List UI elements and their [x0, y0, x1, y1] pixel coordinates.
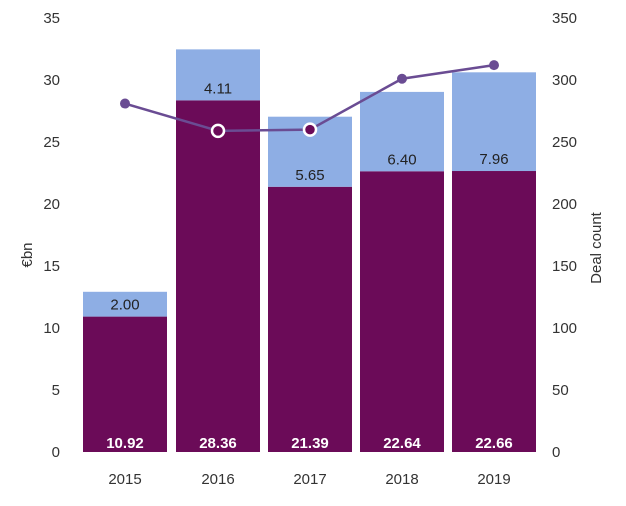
- bar-lower-data-label: 22.64: [383, 435, 421, 452]
- bar-upper-data-label: 4.11: [204, 80, 232, 97]
- right-axis-title: Deal count: [588, 211, 605, 284]
- bar-upper-data-label: 6.40: [387, 151, 416, 168]
- deal-count-point: [302, 122, 318, 137]
- bar-upper-data-label: 2.00: [110, 297, 139, 314]
- x-tick-label: 2015: [108, 471, 141, 488]
- bar-lower-data-label: 28.36: [199, 435, 237, 452]
- bar-lower-segment: [83, 316, 167, 452]
- right-tick-label: 300: [552, 72, 577, 89]
- x-axis-ticks: 2015 2016 2017 2018 2019: [108, 471, 510, 488]
- right-tick-label: 250: [552, 134, 577, 151]
- right-tick-label: 200: [552, 196, 577, 213]
- bar-lower-data-label: 22.66: [475, 435, 513, 452]
- deal-count-point: [120, 98, 130, 109]
- bar-lower-segment: [268, 186, 352, 453]
- x-tick-label: 2019: [477, 471, 510, 488]
- deal-count-point: [489, 60, 499, 71]
- left-tick-label: 5: [52, 382, 60, 399]
- x-tick-label: 2018: [385, 471, 418, 488]
- left-tick-label: 25: [43, 134, 60, 151]
- left-axis-title: €bn: [19, 242, 36, 267]
- left-tick-label: 30: [43, 72, 60, 89]
- right-tick-label: 0: [552, 444, 560, 461]
- deal-count-point: [210, 123, 226, 139]
- bar-lower-data-label: 10.92: [106, 435, 144, 452]
- bar-upper-data-label: 5.65: [295, 167, 324, 184]
- right-tick-label: 50: [552, 382, 569, 399]
- x-tick-label: 2016: [201, 471, 234, 488]
- right-axis-ticks: 0 50 100 150 200 250 300 350: [552, 10, 577, 461]
- left-tick-label: 20: [43, 196, 60, 213]
- deal-count-line-group: [120, 60, 499, 139]
- bar-lower-segment: [360, 171, 444, 453]
- left-tick-label: 0: [52, 444, 60, 461]
- right-tick-label: 100: [552, 320, 577, 337]
- x-tick-label: 2017: [293, 471, 326, 488]
- bar-lower-segment: [176, 100, 260, 452]
- bar-upper-segment: [360, 91, 444, 172]
- bar-upper-segment: [452, 72, 536, 172]
- right-tick-label: 150: [552, 258, 577, 275]
- bar-group: 2.00 10.92 4.11 28.36 5.65 21.39 6.40 22.64 7.96…: [83, 49, 536, 453]
- deal-count-point: [397, 73, 407, 84]
- bar-upper-segment: [176, 49, 260, 101]
- bar-upper-segment: [83, 291, 167, 317]
- left-axis-ticks: 0 5 10 15 20 25 30 35: [43, 10, 60, 461]
- left-tick-label: 15: [43, 258, 60, 275]
- right-tick-label: 350: [552, 10, 577, 27]
- left-tick-label: 35: [43, 10, 60, 27]
- bar-lower-segment: [452, 171, 536, 453]
- bar-upper-data-label: 7.96: [479, 151, 508, 168]
- left-tick-label: 10: [43, 320, 60, 337]
- bar-lower-data-label: 21.39: [291, 435, 329, 452]
